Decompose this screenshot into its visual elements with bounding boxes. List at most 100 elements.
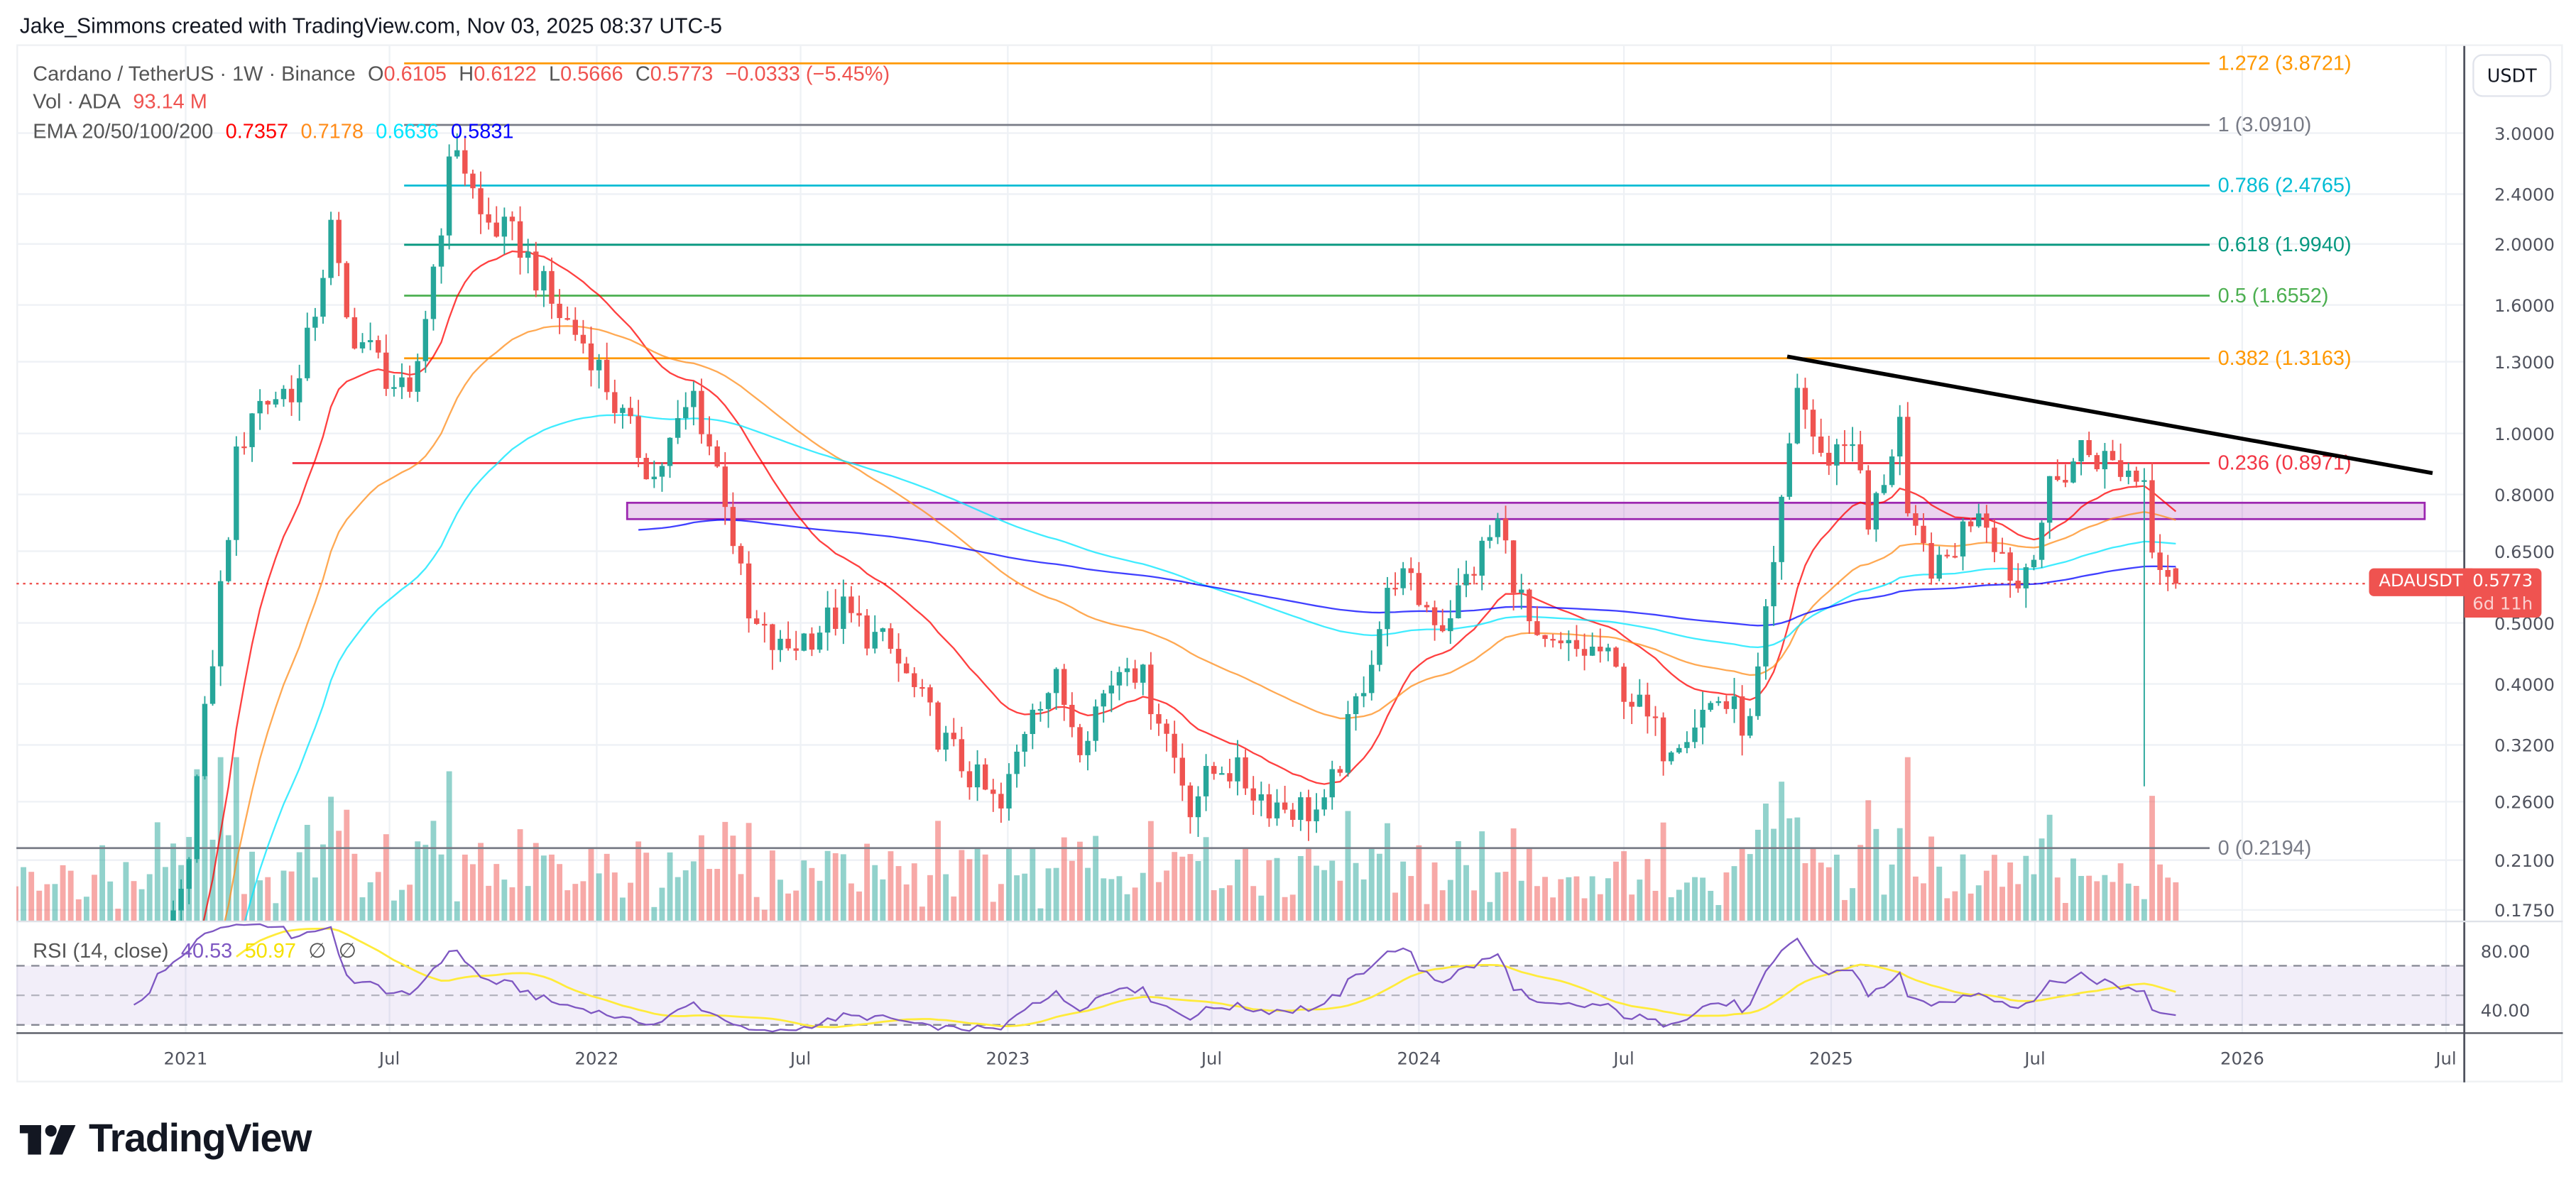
candle: [1786, 432, 1792, 500]
candle-body: [912, 673, 917, 687]
candle: [1077, 723, 1083, 763]
volume-bar: [738, 874, 744, 922]
volume-bar: [1258, 895, 1265, 922]
candle-body: [1786, 443, 1792, 497]
bar-countdown: 6d 11h: [2472, 594, 2533, 615]
volume-bar: [44, 884, 50, 922]
candle-body: [1952, 556, 1958, 558]
currency-button[interactable]: USDT: [2472, 54, 2552, 97]
volume-bar: [1030, 847, 1036, 922]
rsi-band: [16, 965, 2465, 1025]
candle-body: [1337, 769, 1343, 773]
time-axis-label: Jul: [2434, 1048, 2456, 1068]
candle-body: [1913, 513, 1919, 526]
volume-bar: [1179, 856, 1186, 922]
candle: [872, 615, 878, 654]
volume-bar: [351, 853, 358, 922]
candle-body: [288, 388, 295, 402]
candle-body: [974, 764, 981, 788]
candle-body: [2149, 480, 2155, 553]
candle: [84, 1048, 89, 1060]
candle-body: [422, 319, 429, 361]
candle-body: [1739, 696, 1745, 736]
candle: [1976, 503, 1982, 528]
candle: [320, 269, 326, 324]
current-price: 0.5773: [2472, 571, 2533, 591]
volume-bar: [588, 847, 594, 922]
candle: [312, 307, 318, 341]
drawings[interactable]: [16, 354, 2465, 585]
symbol-name[interactable]: Cardano / TetherUS · 1W · Binance: [33, 62, 356, 86]
ema-legend[interactable]: EMA 20/50/100/200 0.7357 0.7178 0.6636 0…: [33, 120, 520, 143]
volume-bar: [115, 909, 121, 922]
volume-bar: [1037, 908, 1044, 922]
candle-body: [1502, 518, 1509, 541]
candle-body: [2110, 451, 2116, 461]
candle: [1637, 679, 1642, 707]
rsi-legend[interactable]: RSI (14, close) 40.53 50.97 ∅ ∅: [33, 938, 363, 962]
candle-body: [2063, 480, 2068, 483]
candle: [770, 623, 775, 670]
candle-body: [1479, 540, 1485, 576]
candle: [824, 591, 831, 651]
volume-bar: [1731, 866, 1737, 922]
candle: [1739, 685, 1745, 756]
ema20-value: 0.7357: [225, 119, 289, 143]
volume-legend[interactable]: Vol · ADA 93.14 M: [33, 90, 214, 113]
volume-bar: [699, 835, 704, 922]
candle: [1045, 691, 1052, 728]
volume-bar: [92, 875, 97, 922]
fibonacci-retracement[interactable]: 1.272 (3.8721) 1 (3.0910) 0.786 (2.4765) 0.…: [16, 52, 2352, 860]
candle: [2086, 432, 2092, 458]
candle: [801, 632, 807, 652]
fib-level-label: 1 (3.0910): [2218, 114, 2312, 136]
candle-body: [1408, 568, 1414, 574]
volume-bar: [572, 884, 579, 922]
candle-body: [1431, 607, 1438, 625]
candle-body: [84, 1058, 89, 1060]
candle: [1487, 525, 1493, 549]
candle: [2046, 476, 2053, 539]
candle-body: [296, 378, 302, 402]
candle-body: [1708, 703, 1713, 710]
time-axis-label: 2023: [986, 1048, 1030, 1068]
volume-bar: [478, 843, 484, 922]
candle-body: [1550, 639, 1556, 641]
symbol-legend[interactable]: Cardano / TetherUS · 1W · Binance O0.610…: [33, 62, 896, 85]
candle: [1369, 650, 1375, 701]
candle-body: [998, 794, 1004, 809]
rsi-axis-label: 80.00: [2481, 941, 2531, 962]
volume-bar: [1400, 861, 1407, 922]
candle: [643, 453, 649, 480]
volume-bar: [123, 862, 129, 922]
volume-bar: [146, 874, 153, 922]
candle-body: [1290, 809, 1296, 821]
descending-trendline[interactable]: [1786, 354, 2433, 476]
candle-body: [1179, 757, 1185, 786]
candle-body: [1573, 640, 1580, 650]
volume-bar: [225, 835, 231, 922]
candle: [1850, 427, 1855, 462]
candle: [2102, 442, 2108, 489]
volume-bar: [872, 865, 878, 922]
volume-bar: [1581, 898, 1588, 922]
candle-body: [1203, 766, 1209, 796]
candle-body: [793, 648, 799, 651]
volume-bar: [1952, 891, 1958, 922]
candle: [367, 322, 373, 351]
tradingview-logo[interactable]: TradingView: [19, 1117, 312, 1163]
volume-bar: [1715, 904, 1722, 922]
volume-bar: [1471, 890, 1478, 922]
volume-bar: [2046, 814, 2053, 922]
volume-bar: [328, 796, 334, 922]
candle: [1463, 560, 1469, 598]
volume-bar: [1439, 890, 1446, 922]
volume-bar: [982, 854, 988, 922]
support-zone-rectangle[interactable]: [626, 501, 2426, 520]
candle-body: [517, 221, 523, 258]
candle: [785, 621, 791, 651]
candle-body: [1416, 573, 1422, 606]
volume-bar: [1644, 859, 1651, 922]
candle: [1613, 646, 1619, 668]
